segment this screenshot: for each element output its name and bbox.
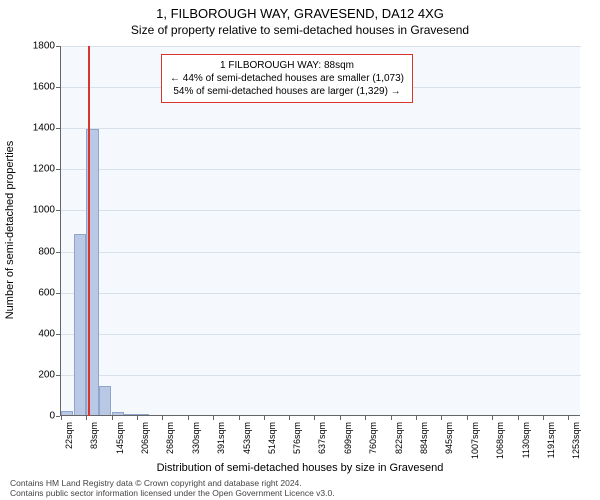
histogram-bar [99, 386, 111, 415]
chart-area: 02004006008001000120014001600180022sqm83… [60, 46, 580, 416]
gridline [61, 169, 581, 170]
gridline [61, 46, 581, 47]
xtick-mark [213, 416, 214, 420]
xtick-label: 145sqm [115, 422, 125, 454]
gridline [61, 128, 581, 129]
xtick-label: 699sqm [343, 422, 353, 454]
xtick-mark [264, 416, 265, 420]
xtick-mark [61, 416, 62, 420]
xtick-mark [467, 416, 468, 420]
xtick-mark [137, 416, 138, 420]
xtick-label: 83sqm [89, 422, 99, 449]
xtick-label: 514sqm [267, 422, 277, 454]
xtick-label: 453sqm [242, 422, 252, 454]
xtick-label: 391sqm [216, 422, 226, 454]
xtick-mark [289, 416, 290, 420]
ytick-mark [56, 293, 60, 294]
xtick-label: 1253sqm [571, 422, 581, 459]
ytick-mark [56, 375, 60, 376]
xtick-label: 268sqm [165, 422, 175, 454]
xtick-label: 822sqm [394, 422, 404, 454]
xtick-mark [340, 416, 341, 420]
ytick-mark [56, 252, 60, 253]
ytick-label: 600 [15, 287, 55, 298]
ytick-label: 1600 [15, 82, 55, 93]
histogram-bar [61, 411, 73, 415]
ytick-mark [56, 334, 60, 335]
xtick-label: 760sqm [368, 422, 378, 454]
xtick-label: 206sqm [140, 422, 150, 454]
gridline [61, 210, 581, 211]
ytick-label: 0 [15, 411, 55, 422]
ytick-label: 400 [15, 328, 55, 339]
histogram-bar [124, 414, 136, 415]
ytick-label: 1200 [15, 164, 55, 175]
xtick-mark [391, 416, 392, 420]
xtick-mark [112, 416, 113, 420]
xtick-label: 1007sqm [470, 422, 480, 459]
ytick-mark [56, 128, 60, 129]
gridline [61, 334, 581, 335]
xtick-label: 1191sqm [546, 422, 556, 458]
xtick-label: 22sqm [64, 422, 74, 449]
property-marker-line [88, 46, 90, 416]
info-line2: ← 44% of semi-detached houses are smalle… [170, 72, 404, 85]
ytick-label: 1400 [15, 123, 55, 134]
xtick-label: 576sqm [292, 422, 302, 454]
histogram-bar [112, 412, 124, 415]
chart-subtitle: Size of property relative to semi-detach… [0, 23, 600, 39]
footer-line2: Contains public sector information licen… [10, 488, 335, 498]
xtick-label: 637sqm [317, 422, 327, 454]
gridline [61, 375, 581, 376]
xtick-label: 1130sqm [521, 422, 531, 458]
xtick-mark [568, 416, 569, 420]
gridline [61, 293, 581, 294]
footer-attribution: Contains HM Land Registry data © Crown c… [10, 478, 335, 498]
xtick-mark [86, 416, 87, 420]
ytick-label: 200 [15, 369, 55, 380]
property-info-box: 1 FILBOROUGH WAY: 88sqm← 44% of semi-det… [161, 54, 413, 103]
info-line3: 54% of semi-detached houses are larger (… [170, 85, 404, 98]
xtick-mark [492, 416, 493, 420]
x-axis-label: Distribution of semi-detached houses by … [0, 462, 600, 474]
xtick-mark [162, 416, 163, 420]
chart-title: 1, FILBOROUGH WAY, GRAVESEND, DA12 4XG [0, 0, 600, 23]
xtick-mark [314, 416, 315, 420]
xtick-mark [543, 416, 544, 420]
ytick-mark [56, 416, 60, 417]
info-line1: 1 FILBOROUGH WAY: 88sqm [170, 59, 404, 72]
plot-region: 02004006008001000120014001600180022sqm83… [60, 46, 580, 416]
xtick-mark [188, 416, 189, 420]
xtick-label: 1068sqm [495, 422, 505, 459]
ytick-label: 1000 [15, 205, 55, 216]
ytick-mark [56, 87, 60, 88]
xtick-label: 945sqm [444, 422, 454, 454]
xtick-mark [441, 416, 442, 420]
ytick-mark [56, 169, 60, 170]
xtick-label: 884sqm [419, 422, 429, 454]
chart-container: 1, FILBOROUGH WAY, GRAVESEND, DA12 4XG S… [0, 0, 600, 500]
ytick-label: 800 [15, 246, 55, 257]
xtick-mark [518, 416, 519, 420]
histogram-bar [137, 414, 149, 415]
xtick-label: 330sqm [191, 422, 201, 454]
ytick-label: 1800 [15, 41, 55, 52]
xtick-mark [239, 416, 240, 420]
histogram-bar [74, 234, 86, 415]
xtick-mark [365, 416, 366, 420]
footer-line1: Contains HM Land Registry data © Crown c… [10, 478, 335, 488]
gridline [61, 252, 581, 253]
ytick-mark [56, 210, 60, 211]
xtick-mark [416, 416, 417, 420]
ytick-mark [56, 46, 60, 47]
